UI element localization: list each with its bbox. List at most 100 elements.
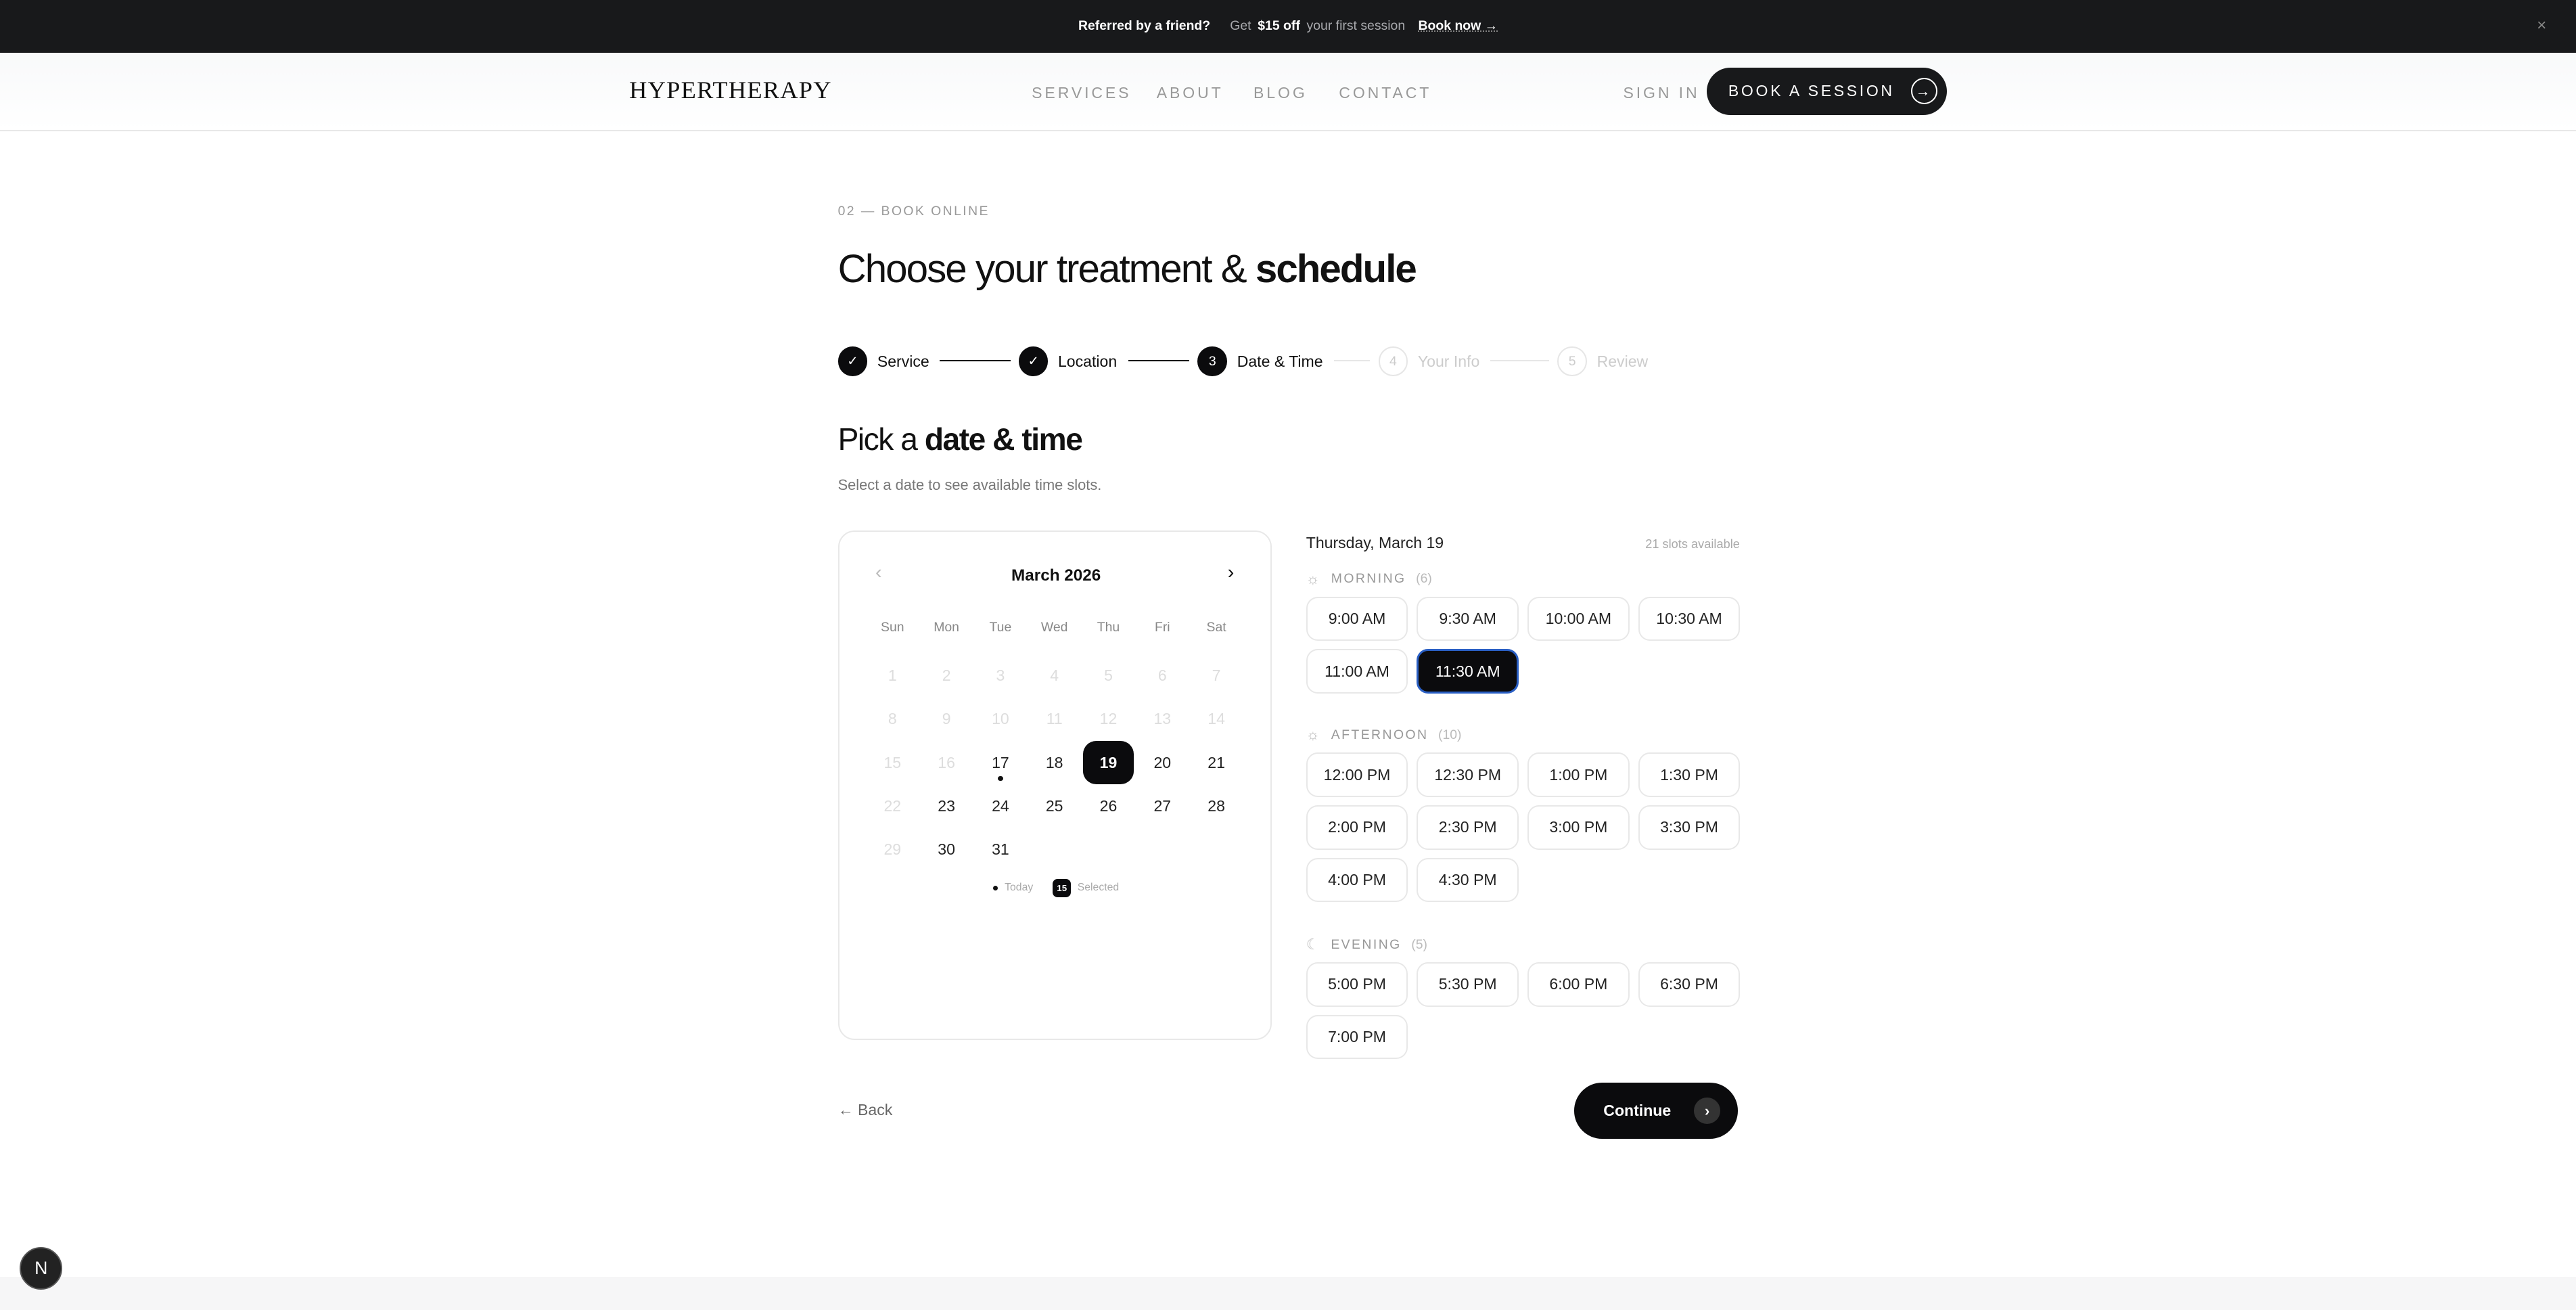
continue-label: Continue [1603, 1102, 1672, 1120]
time-slot[interactable]: 10:30 AM [1638, 596, 1741, 641]
step-label: Your Info [1417, 352, 1480, 370]
calendar-day: 15 [883, 753, 902, 771]
step-label: Service [877, 352, 929, 370]
time-slot[interactable]: 9:00 AM [1306, 596, 1408, 641]
time-slot[interactable]: 12:30 PM [1417, 752, 1519, 797]
slot-group-count: (6) [1416, 571, 1432, 587]
calendar-day[interactable]: 25 [1045, 796, 1063, 815]
step-location[interactable]: ✓ Location [1018, 346, 1117, 377]
sun-icon: ☼ [1306, 726, 1322, 744]
calendar-day[interactable]: 26 [1099, 796, 1118, 815]
step-review: 5 Review [1557, 346, 1648, 377]
calendar-day[interactable]: 24 [992, 796, 1009, 815]
time-slot[interactable]: 4:00 PM [1306, 857, 1408, 903]
footer-strip [0, 1277, 2576, 1310]
promo-get: Get [1230, 18, 1251, 34]
chevron-right-icon: › [1694, 1098, 1721, 1125]
calendar-day[interactable]: 30 [938, 840, 955, 859]
calendar-day: 3 [996, 666, 1005, 684]
nav-about[interactable]: ABOUT [1156, 83, 1224, 101]
step-service[interactable]: ✓ Service [837, 346, 929, 377]
calendar-day[interactable]: 18 [1045, 753, 1063, 771]
calendar-day: 12 [1099, 710, 1118, 728]
section-title: Pick a date & time [837, 421, 1083, 457]
time-slot[interactable]: 2:30 PM [1417, 805, 1519, 850]
today-dot-icon [993, 885, 998, 890]
calendar-day: 1 [888, 666, 897, 684]
calendar-day: 8 [888, 710, 897, 728]
step-connector [1128, 359, 1190, 362]
page-title: Choose your treatment & schedule [837, 246, 1417, 292]
slot-group-header: ☼ MORNING (6) [1306, 570, 1432, 588]
slot-group-header: ☾ EVENING (5) [1306, 936, 1427, 953]
calendar-day-selected[interactable]: 19 [1083, 740, 1134, 785]
slot-group-header: ☼ AFTERNOON (10) [1306, 726, 1462, 744]
slot-group-count: (5) [1411, 936, 1427, 952]
weekday-label: Fri [1154, 619, 1170, 635]
slot-grid: 5:00 PM 5:30 PM 6:00 PM 6:30 PM 7:00 PM [1306, 962, 1741, 1060]
moon-icon: ☾ [1306, 936, 1321, 953]
step-label: Date & Time [1237, 352, 1323, 370]
legend-today: Today [1005, 882, 1034, 894]
slot-group-name: EVENING [1331, 936, 1402, 952]
time-slot[interactable]: 12:00 PM [1306, 752, 1408, 797]
step-your-info: 4 Your Info [1378, 346, 1480, 377]
time-slot[interactable]: 1:30 PM [1638, 752, 1741, 797]
time-slot[interactable]: 9:30 AM [1417, 596, 1519, 641]
calendar-day: 22 [883, 796, 902, 815]
weekday-label: Mon [934, 619, 959, 635]
nav-blog[interactable]: BLOG [1254, 83, 1308, 101]
weekday-label: Wed [1040, 619, 1068, 635]
check-icon: ✓ [837, 346, 868, 377]
calendar-day[interactable]: 27 [1153, 796, 1172, 815]
slot-group-name: MORNING [1331, 571, 1406, 587]
calendar: ‹ March 2026 › Sun Mon Tue Wed Thu Fri Sat 1 2 3 4… [837, 530, 1273, 1041]
time-slot[interactable]: 10:00 AM [1527, 596, 1630, 641]
promo-banner: Referred by a friend? Get $15 off your f… [0, 0, 2576, 53]
logo[interactable]: HYPERTHERAPY [629, 76, 832, 104]
title-light: Choose your treatment & [837, 247, 1256, 292]
next-month-button[interactable]: › [1227, 562, 1235, 584]
calendar-legend: Today 15 Selected [840, 878, 1273, 897]
calendar-day[interactable]: 23 [938, 796, 955, 815]
calendar-day[interactable]: 20 [1153, 753, 1172, 771]
promo-book-link[interactable]: Book now → [1418, 18, 1498, 34]
calendar-day: 6 [1157, 666, 1167, 684]
section-title-light: Pick a [837, 421, 925, 457]
calendar-day[interactable]: 28 [1208, 796, 1225, 815]
promo-rest: your first session [1306, 18, 1406, 34]
weekday-label: Sun [881, 619, 904, 635]
prev-month-button[interactable]: ‹ [875, 562, 882, 584]
close-banner-icon[interactable]: × [2537, 16, 2547, 35]
nav-services[interactable]: SERVICES [1032, 83, 1132, 101]
book-session-button[interactable]: BOOK A SESSION → [1707, 67, 1947, 115]
header-nav: HYPERTHERAPY SERVICES ABOUT BLOG CONTACT… [0, 52, 2576, 132]
time-slot[interactable]: 3:00 PM [1527, 805, 1630, 850]
step-connector [1490, 359, 1550, 362]
calendar-day[interactable]: 31 [992, 840, 1009, 859]
dev-tools-badge[interactable]: N [20, 1247, 63, 1290]
back-button[interactable]: ← Back [837, 1101, 893, 1119]
continue-button[interactable]: Continue › [1573, 1083, 1739, 1139]
time-slot[interactable]: 7:00 PM [1306, 1014, 1408, 1060]
arrow-right-icon: → [1910, 78, 1937, 105]
calendar-day[interactable]: 17 [973, 741, 1028, 784]
nav-contact[interactable]: CONTACT [1339, 83, 1432, 101]
time-slot[interactable]: 4:30 PM [1417, 857, 1519, 903]
time-slot[interactable]: 2:00 PM [1306, 805, 1408, 850]
time-slot[interactable]: 3:30 PM [1638, 805, 1741, 850]
section-subtitle: Select a date to see available time slot… [837, 476, 1102, 494]
slot-group-count: (10) [1438, 727, 1462, 742]
time-slot[interactable]: 5:00 PM [1306, 962, 1408, 1007]
time-slot[interactable]: 1:00 PM [1527, 752, 1630, 797]
step-number: 4 [1378, 346, 1408, 377]
legend-selected-swatch: 15 [1053, 878, 1072, 897]
time-slot[interactable]: 6:30 PM [1638, 962, 1741, 1007]
calendar-day[interactable]: 21 [1208, 753, 1225, 771]
time-slot[interactable]: 5:30 PM [1417, 962, 1519, 1007]
time-slot[interactable]: 11:00 AM [1306, 649, 1408, 694]
slots-available: 21 slots available [1645, 537, 1740, 551]
time-slot[interactable]: 6:00 PM [1527, 962, 1630, 1007]
time-slot[interactable]: 11:30 AM [1417, 649, 1519, 694]
sign-in-link[interactable]: SIGN IN [1623, 83, 1700, 101]
